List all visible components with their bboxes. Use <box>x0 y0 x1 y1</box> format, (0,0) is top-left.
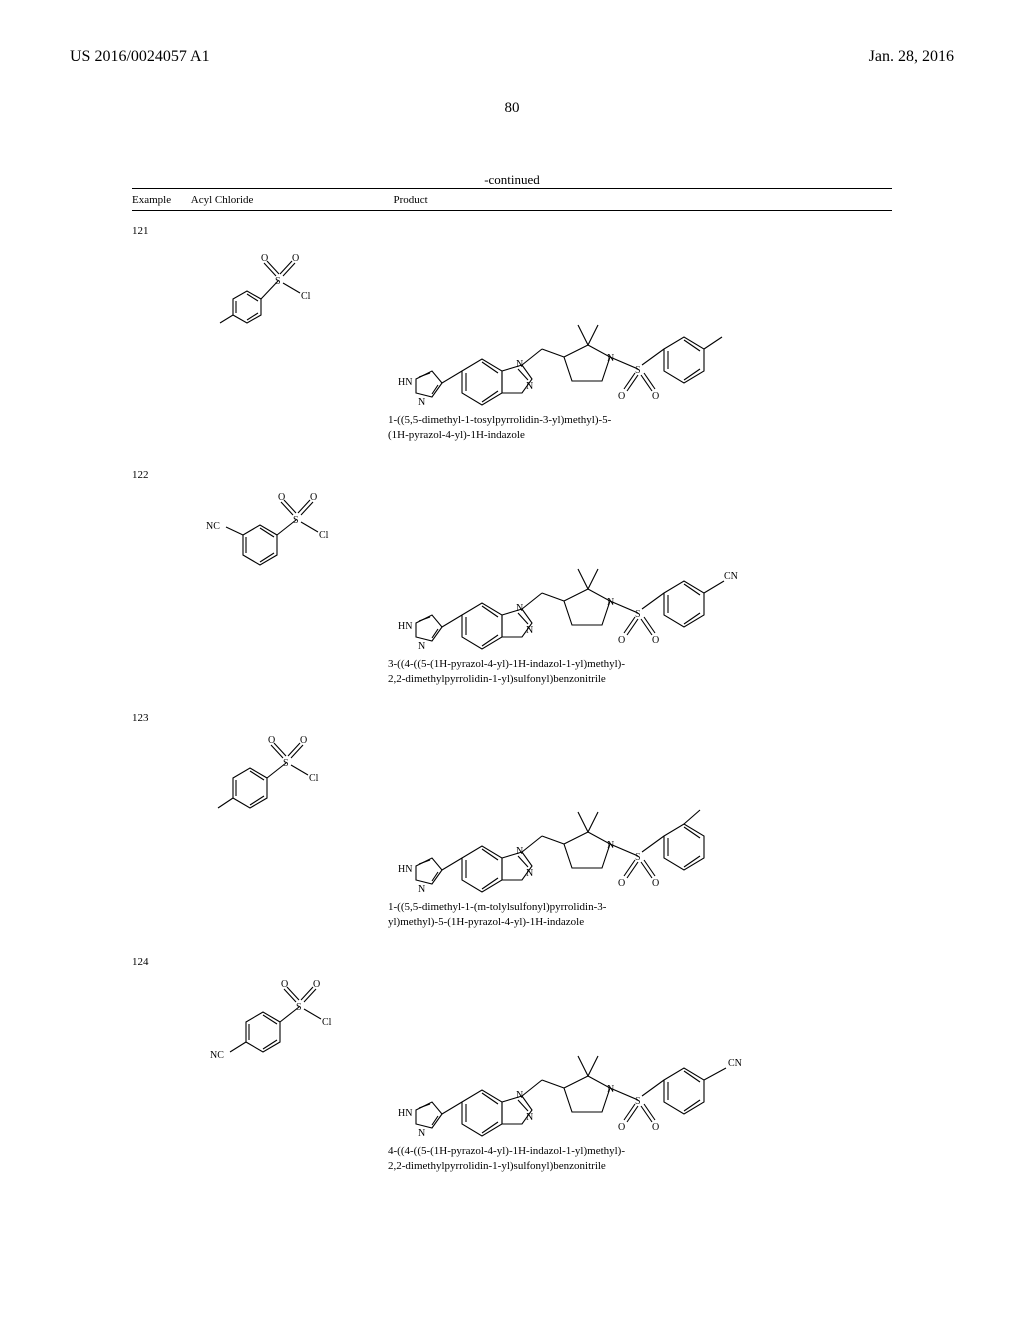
svg-text:O: O <box>292 253 299 264</box>
svg-text:O: O <box>261 253 268 264</box>
svg-text:O: O <box>313 979 320 990</box>
acyl-chloride-122: NC O O S Cl <box>188 465 358 575</box>
svg-text:S: S <box>293 515 299 526</box>
svg-text:S: S <box>635 365 641 376</box>
svg-text:Cl: Cl <box>301 291 311 302</box>
acyl-structure: O O S Cl <box>188 217 388 331</box>
svg-text:O: O <box>310 492 317 503</box>
svg-text:NC: NC <box>210 1050 224 1061</box>
product-structure: HN N N N N S O O CN 4-((4-((5-(1H-pyrazo… <box>388 948 892 1174</box>
svg-text:N: N <box>607 597 614 608</box>
svg-text:N: N <box>418 641 425 651</box>
svg-text:N: N <box>526 381 533 392</box>
svg-text:O: O <box>281 979 288 990</box>
svg-text:Cl: Cl <box>322 1017 332 1028</box>
acyl-chloride-121: O O S Cl <box>188 221 338 331</box>
svg-text:S: S <box>635 1096 641 1107</box>
svg-text:N: N <box>526 625 533 636</box>
table-row: 122 <box>132 461 892 687</box>
svg-text:N: N <box>607 353 614 364</box>
svg-text:S: S <box>283 758 289 769</box>
svg-text:N: N <box>526 1112 533 1123</box>
doc-date: Jan. 28, 2016 <box>869 48 954 66</box>
product-structure: HN N N N N S O O 1-((5,5-dimethyl-1-tosy… <box>388 217 892 443</box>
acyl-structure: O O S Cl <box>188 704 388 818</box>
page-number: 80 <box>0 100 1024 117</box>
col-product: Product <box>394 194 428 206</box>
doc-number: US 2016/0024057 A1 <box>70 48 210 66</box>
svg-text:S: S <box>635 852 641 863</box>
table-row: 121 <box>132 217 892 443</box>
example-number: 124 <box>132 948 188 968</box>
acyl-structure: NC O O S Cl <box>188 948 388 1067</box>
product-121: HN N N N N S O O <box>388 217 808 407</box>
svg-text:N: N <box>607 1084 614 1095</box>
svg-text:N: N <box>418 397 425 407</box>
svg-text:HN: HN <box>398 1108 412 1119</box>
acyl-chloride-124: NC O O S Cl <box>188 952 358 1067</box>
svg-text:N: N <box>516 1090 523 1101</box>
product-caption: 4-((4-((5-(1H-pyrazol-4-yl)-1H-indazol-1… <box>388 1144 892 1174</box>
svg-text:S: S <box>275 276 281 287</box>
svg-text:O: O <box>652 1122 659 1133</box>
svg-text:Cl: Cl <box>309 773 319 784</box>
svg-text:O: O <box>652 391 659 402</box>
svg-text:O: O <box>652 635 659 646</box>
svg-text:O: O <box>652 878 659 889</box>
table-mid-rule <box>132 210 892 211</box>
product-caption: 1-((5,5-dimethyl-1-(m-tolylsulfonyl)pyrr… <box>388 900 892 930</box>
svg-text:N: N <box>418 1128 425 1138</box>
svg-text:N: N <box>516 603 523 614</box>
product-structure: HN N N N N S O O 1-((5,5-dimethyl-1-(m-t… <box>388 704 892 930</box>
table-row: 124 <box>132 948 892 1174</box>
table-top-rule <box>132 188 892 189</box>
product-122: HN N N N N S O O CN <box>388 461 818 651</box>
svg-text:S: S <box>635 609 641 620</box>
svg-text:O: O <box>300 735 307 746</box>
table-row: 123 <box>132 704 892 930</box>
svg-text:N: N <box>418 884 425 894</box>
page-header: US 2016/0024057 A1 Jan. 28, 2016 <box>0 48 1024 66</box>
svg-text:CN: CN <box>728 1058 742 1069</box>
svg-text:O: O <box>278 492 285 503</box>
acyl-chloride-123: O O S Cl <box>188 708 338 818</box>
acyl-structure: NC O O S Cl <box>188 461 388 575</box>
svg-text:O: O <box>618 391 625 402</box>
svg-text:HN: HN <box>398 621 412 632</box>
table-column-headers: Example Acyl Chloride Product <box>132 191 892 208</box>
svg-text:O: O <box>618 1122 625 1133</box>
svg-text:CN: CN <box>724 571 738 582</box>
svg-text:S: S <box>296 1002 302 1013</box>
svg-text:N: N <box>526 868 533 879</box>
example-number: 122 <box>132 461 188 481</box>
svg-text:N: N <box>516 359 523 370</box>
example-number: 121 <box>132 217 188 237</box>
product-124: HN N N N N S O O CN <box>388 948 828 1138</box>
col-acyl: Acyl Chloride <box>191 194 391 206</box>
col-example: Example <box>132 194 188 206</box>
svg-text:HN: HN <box>398 864 412 875</box>
product-123: HN N N N N S O O <box>388 704 808 894</box>
product-structure: HN N N N N S O O CN 3-((4-((5-(1H-pyrazo… <box>388 461 892 687</box>
product-caption: 3-((4-((5-(1H-pyrazol-4-yl)-1H-indazol-1… <box>388 657 892 687</box>
example-number: 123 <box>132 704 188 724</box>
product-caption: 1-((5,5-dimethyl-1-tosylpyrrolidin-3-yl)… <box>388 413 892 443</box>
svg-text:O: O <box>618 878 625 889</box>
svg-text:HN: HN <box>398 377 412 388</box>
svg-text:Cl: Cl <box>319 530 329 541</box>
svg-text:N: N <box>607 840 614 851</box>
svg-text:O: O <box>268 735 275 746</box>
compound-table: Example Acyl Chloride Product 121 <box>132 186 892 1192</box>
svg-text:O: O <box>618 635 625 646</box>
svg-text:N: N <box>516 846 523 857</box>
svg-text:NC: NC <box>206 521 220 532</box>
